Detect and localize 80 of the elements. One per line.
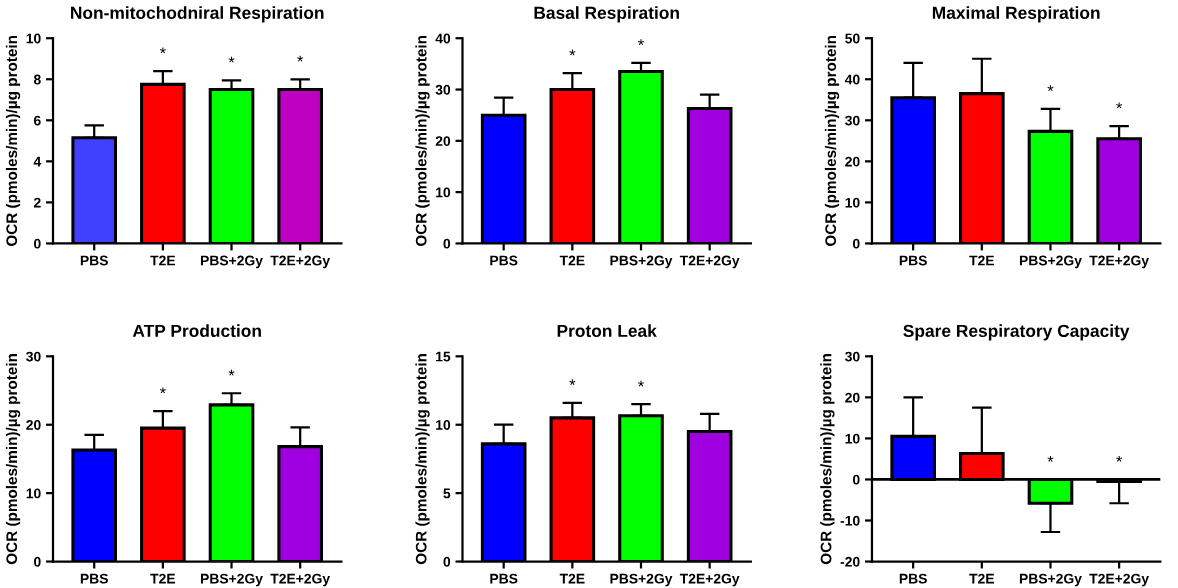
y-tick-label: 10 xyxy=(436,187,451,198)
x-tick-label: PBS xyxy=(490,573,518,584)
y-tick-label: 30 xyxy=(845,351,860,362)
annotation: * xyxy=(1116,455,1123,462)
y-tick-label: 10 xyxy=(26,33,41,44)
x-tick-label: T2E+2Gy xyxy=(679,573,740,587)
x-tick-label: T2E+2Gy xyxy=(1089,255,1149,269)
y-axis-title: OCR (pmoles/min)/µg protein xyxy=(5,35,21,247)
y-tick-label: 40 xyxy=(844,74,860,85)
x-tick-label: T2E+2Gy xyxy=(270,255,331,269)
annotation: * xyxy=(159,47,166,54)
y-tick-label: 30 xyxy=(435,84,451,95)
x-tick-label: PBS+2Gy xyxy=(200,573,263,587)
x-tick-label: PBS xyxy=(80,255,108,266)
y-tick-label: 0 xyxy=(443,238,451,249)
y-tick-label: 0 xyxy=(852,238,860,249)
x-tick-label: T2E+2Gy xyxy=(270,573,331,587)
y-tick-label: 6 xyxy=(33,115,41,126)
x-tick-label: T2E xyxy=(969,255,995,266)
y-tick-label: 20 xyxy=(845,392,860,403)
annotation: * xyxy=(228,56,235,63)
x-tick-label: T2E xyxy=(150,573,176,584)
x-tick-label: PBS+2Gy xyxy=(1019,573,1082,587)
y-axis-title: OCR (pmoles/min)/µg protein xyxy=(415,354,430,565)
x-tick-label: PBS xyxy=(899,255,927,266)
x-tick-label: PBS+2Gy xyxy=(610,573,673,587)
y-tick-label: 30 xyxy=(26,351,41,362)
x-tick-label: PBS+2Gy xyxy=(1019,255,1082,269)
y-tick-label: 10 xyxy=(845,197,860,208)
y-tick-label: 8 xyxy=(33,74,41,85)
annotation: * xyxy=(569,49,576,56)
y-tick-label: 0 xyxy=(852,474,860,485)
x-tick-label: PBS xyxy=(899,573,927,584)
annotation: * xyxy=(297,55,304,62)
annotation: * xyxy=(159,387,166,394)
y-tick-label: -10 xyxy=(840,515,860,526)
annotation: * xyxy=(638,380,644,387)
y-tick-label: 5 xyxy=(443,488,451,499)
x-tick-label: T2E xyxy=(559,573,585,584)
y-tick-label: 30 xyxy=(845,115,860,126)
y-tick-label: 20 xyxy=(26,420,41,430)
x-tick-label: T2E xyxy=(150,255,176,266)
y-axis-title: OCR (pmoles/min)/µg protein xyxy=(5,354,21,565)
annotation: * xyxy=(1047,85,1054,92)
annotation: * xyxy=(569,379,576,386)
y-tick-label: 4 xyxy=(33,156,42,167)
y-axis-title: OCR (pmoles/min)/µg protein xyxy=(820,354,835,565)
chart-title: Basal Respiration xyxy=(534,6,679,23)
x-tick-label: T2E+2Gy xyxy=(1089,573,1149,587)
y-tick-label: 10 xyxy=(26,488,41,499)
y-tick-label: 10 xyxy=(436,420,451,430)
x-tick-label: PBS xyxy=(80,573,108,584)
chart-title: Maximal Respiration xyxy=(932,6,1100,23)
y-axis-title: OCR (pmoles/min)/µg protein xyxy=(824,35,840,247)
y-tick-label: -20 xyxy=(840,556,860,567)
chart-title: Non-mitochodniral Respiration xyxy=(71,6,324,23)
y-tick-label: 0 xyxy=(443,556,451,567)
y-tick-label: 0 xyxy=(34,556,41,567)
x-tick-label: PBS xyxy=(490,255,518,266)
x-tick-label: PBS+2Gy xyxy=(610,255,673,269)
x-tick-label: T2E xyxy=(559,255,585,266)
annotation: * xyxy=(228,369,235,376)
y-tick-label: 10 xyxy=(845,433,860,444)
annotation: * xyxy=(1047,455,1054,462)
y-tick-label: 20 xyxy=(435,136,451,146)
chart-title: Proton Leak xyxy=(557,324,657,338)
y-tick-label: 0 xyxy=(34,238,41,249)
chart-title: ATP Production xyxy=(132,324,261,338)
x-tick-label: PBS+2Gy xyxy=(200,255,263,269)
chart-title: Spare Respiratory Capacity xyxy=(903,324,1130,341)
y-tick-label: 50 xyxy=(845,33,860,44)
y-tick-label: 40 xyxy=(435,33,451,44)
annotation: * xyxy=(638,39,644,46)
y-axis-title: OCR (pmoles/min)/µg protein xyxy=(415,35,430,247)
x-tick-label: T2E xyxy=(969,573,995,584)
y-tick-label: 15 xyxy=(436,351,451,362)
y-tick-label: 20 xyxy=(845,156,860,167)
x-tick-label: T2E+2Gy xyxy=(679,255,740,269)
annotation: * xyxy=(1116,102,1123,109)
y-tick-label: 2 xyxy=(33,197,41,208)
